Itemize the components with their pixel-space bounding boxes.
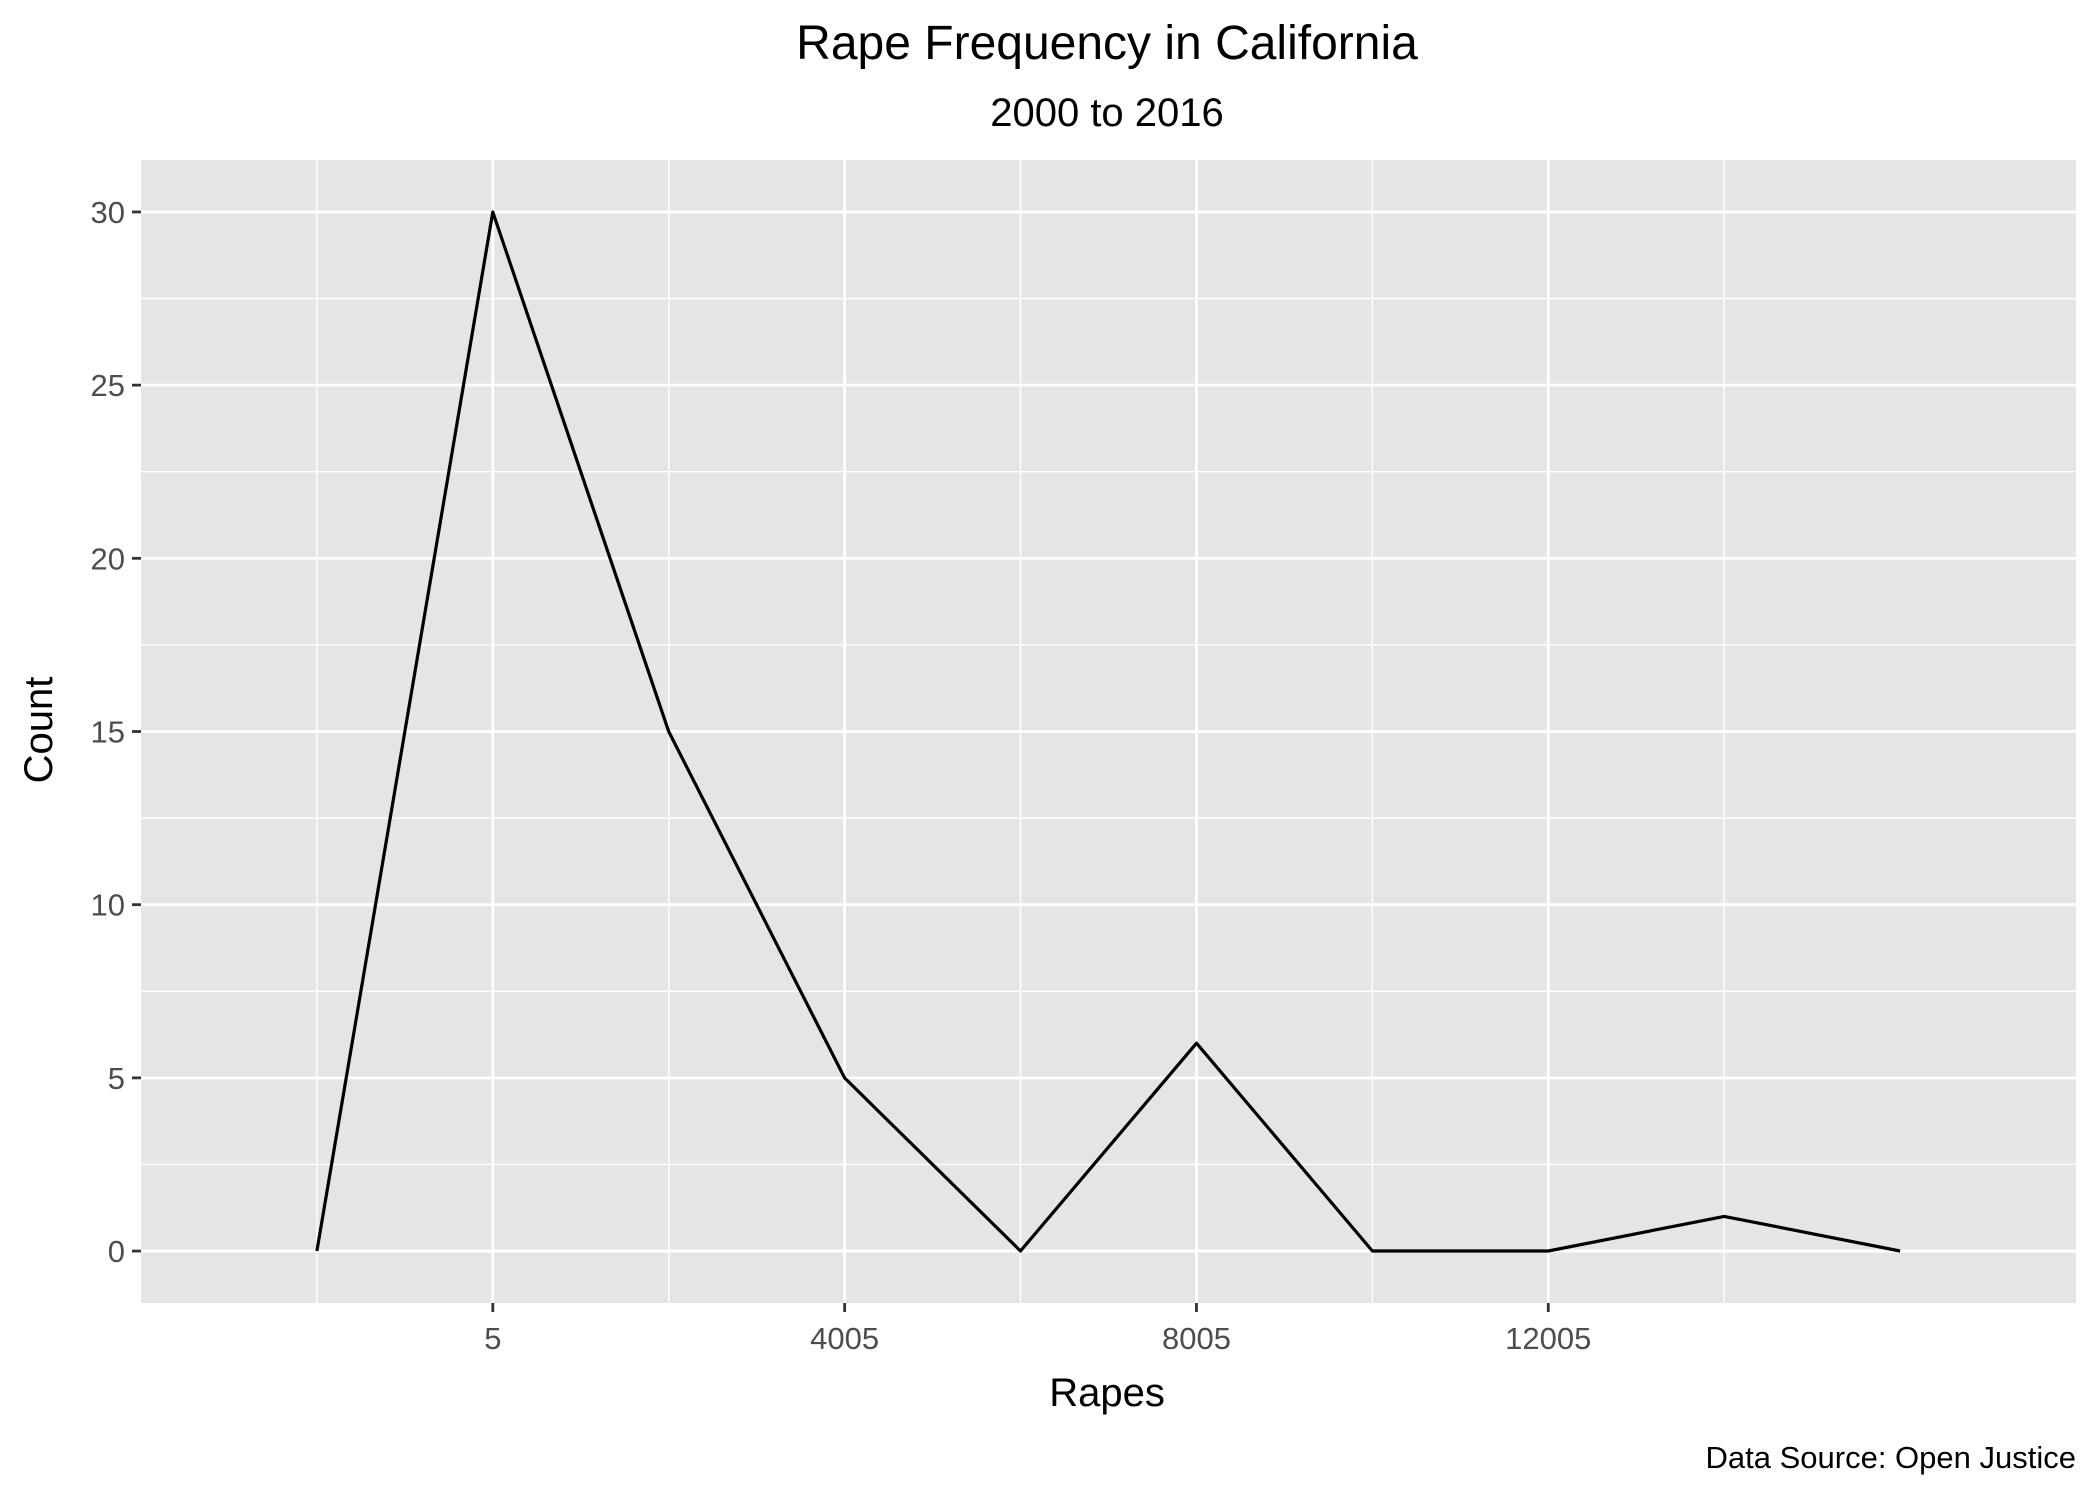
data-point [1194,1041,1198,1045]
y-tick-label: 25 [91,368,125,403]
data-point [1546,1249,1550,1253]
y-tick-label: 5 [108,1061,125,1096]
x-tick-label: 5 [484,1321,501,1356]
y-tick-label: 0 [108,1234,125,1269]
x-axis-label: Rapes [1049,1371,1165,1415]
series-layer [315,210,1902,1253]
data-point [1898,1249,1902,1253]
data-point [843,1076,847,1080]
series-line [315,210,1901,1253]
chart-title: Rape Frequency in California [796,17,1418,70]
data-source-caption: Data Source: Open Justice [1706,1440,2076,1475]
y-tick-label: 20 [91,541,125,576]
data-point [667,730,671,734]
data-point [315,1249,319,1253]
y-tick-label: 30 [91,195,125,230]
x-axis-tick-labels: 5 4005 8005 12005 [484,1321,1591,1356]
x-tick-label: 4005 [810,1321,879,1356]
x-tick-label: 8005 [1162,1321,1231,1356]
chart-subtitle: 2000 to 2016 [990,91,1224,135]
data-point [1722,1214,1726,1218]
data-point [491,210,495,214]
y-tick-label: 15 [91,715,125,750]
y-axis-label: Count [17,677,61,784]
y-tick-label: 10 [91,888,125,923]
data-point [1370,1249,1374,1253]
y-axis-tick-labels: 0 5 10 15 20 25 30 [91,195,125,1269]
data-point [1019,1249,1023,1253]
x-tick-label: 12005 [1505,1321,1591,1356]
axis-ticks [132,210,1550,1312]
